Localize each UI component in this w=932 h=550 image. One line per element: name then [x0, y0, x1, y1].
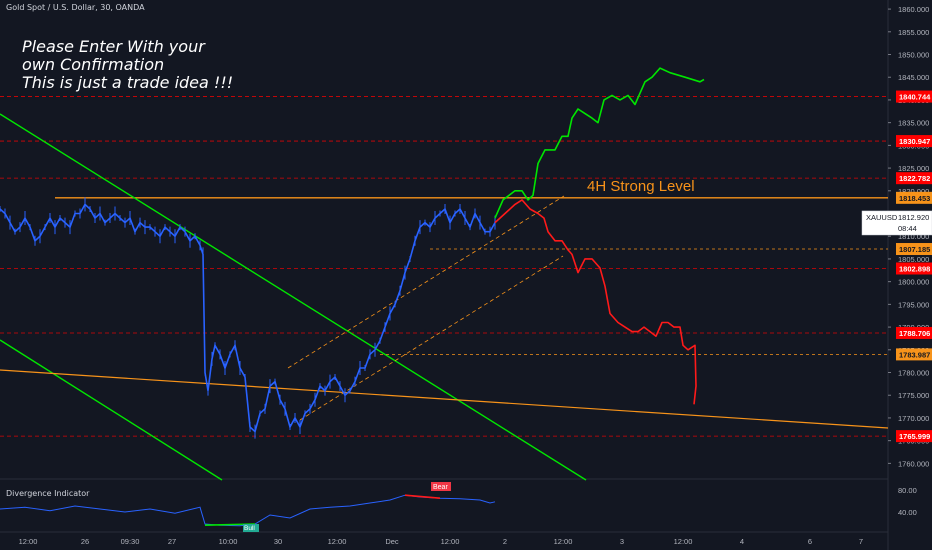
x-tick-label: 7 — [859, 537, 863, 546]
bear-divergence-segment — [404, 494, 441, 499]
y-tick-label: 1825.000 — [898, 164, 929, 173]
bearish-projection — [494, 199, 697, 405]
y-tick-label: 1845.000 — [898, 73, 929, 82]
idea-line-1: Please Enter With your — [22, 37, 205, 56]
x-tick-label: 12:00 — [674, 537, 693, 546]
key-level-price-label: 1807.185 — [899, 245, 930, 254]
price-line — [0, 203, 496, 434]
x-tick-label: Dec — [385, 537, 399, 546]
y-tick-label: 1805.000 — [898, 255, 929, 264]
indicator-tick-label: 40.00 — [898, 508, 917, 517]
resistance-price-label: 1788.706 — [899, 329, 930, 338]
resistance-price-label: 1840.744 — [899, 93, 931, 102]
x-tick-label: 3 — [620, 537, 624, 546]
x-tick-label: 26 — [81, 537, 89, 546]
y-tick-label: 1800.000 — [898, 278, 929, 287]
x-tick-label: 12:00 — [554, 537, 573, 546]
current-price-box — [861, 210, 932, 236]
resistance-price-label-bg — [896, 135, 932, 148]
key-level-price-label-bg — [896, 191, 932, 204]
bear-label-bg — [431, 482, 451, 491]
x-tick-label: 27 — [168, 537, 176, 546]
indicator-title: Divergence Indicator — [6, 489, 90, 498]
x-tick-label: 12:00 — [19, 537, 38, 546]
y-tick-label: 1820.000 — [898, 187, 929, 196]
y-tick-label: 1855.000 — [898, 28, 929, 37]
x-tick-label: 10:00 — [219, 537, 238, 546]
trade-idea-note: Please Enter With your own Confirmation … — [22, 38, 233, 92]
bull-label: Bull — [244, 525, 255, 532]
current-price-label: 1812.920 — [898, 213, 929, 222]
y-tick-label: 1770.000 — [898, 414, 929, 423]
resistance-price-label: 1830.947 — [899, 137, 930, 146]
y-tick-label: 1795.000 — [898, 300, 929, 309]
x-tick-label: 30 — [274, 537, 282, 546]
resistance-price-label-bg — [896, 430, 932, 443]
key-level-price-label: 1783.987 — [899, 350, 930, 359]
symbol-label: XAUUSD — [866, 213, 898, 222]
support-trendline — [0, 369, 889, 429]
descending-trendline — [0, 113, 587, 481]
y-tick-label: 1835.000 — [898, 119, 929, 128]
idea-line-2: own Confirmation — [22, 55, 165, 74]
chart-header-title: Gold Spot / U.S. Dollar, 30, OANDA — [6, 3, 145, 12]
countdown-label: 08:44 — [898, 224, 917, 233]
key-level-price-label-bg — [896, 243, 932, 256]
x-tick-label: 12:00 — [441, 537, 460, 546]
x-tick-label: 6 — [808, 537, 812, 546]
y-tick-label: 1760.000 — [898, 459, 929, 468]
resistance-price-label: 1765.999 — [899, 432, 930, 441]
bullish-projection — [494, 67, 705, 219]
idea-line-3: This is just a trade idea !!! — [22, 73, 234, 92]
strong-level-annotation: 4H Strong Level — [587, 178, 695, 195]
channel-line-upper — [287, 195, 565, 369]
key-level-price-label: 1818.453 — [899, 194, 930, 203]
resistance-price-label-bg — [896, 326, 932, 339]
x-tick-label: 09:30 — [121, 537, 140, 546]
bull-label-bg — [243, 524, 259, 532]
key-level-price-label-bg — [896, 348, 932, 361]
bear-label: Bear — [433, 484, 448, 491]
divergence-line — [0, 494, 496, 527]
x-tick-label: 4 — [740, 537, 744, 546]
channel-line-lower — [299, 255, 564, 421]
resistance-price-label-bg — [896, 90, 932, 103]
y-tick-label: 1780.000 — [898, 369, 929, 378]
y-tick-label: 1810.000 — [898, 232, 929, 241]
indicator-tick-label: 80.00 — [898, 486, 917, 495]
descending-trendline — [0, 339, 223, 481]
y-tick-label: 1775.000 — [898, 391, 929, 400]
resistance-price-label-bg — [896, 172, 932, 185]
x-tick-label: 12:00 — [328, 537, 347, 546]
resistance-price-label-bg — [896, 262, 932, 275]
x-tick-label: 2 — [503, 537, 507, 546]
resistance-price-label: 1822.782 — [899, 174, 930, 183]
y-tick-label: 1860.000 — [898, 5, 929, 14]
resistance-price-label: 1802.898 — [899, 264, 930, 273]
y-tick-label: 1850.000 — [898, 51, 929, 60]
